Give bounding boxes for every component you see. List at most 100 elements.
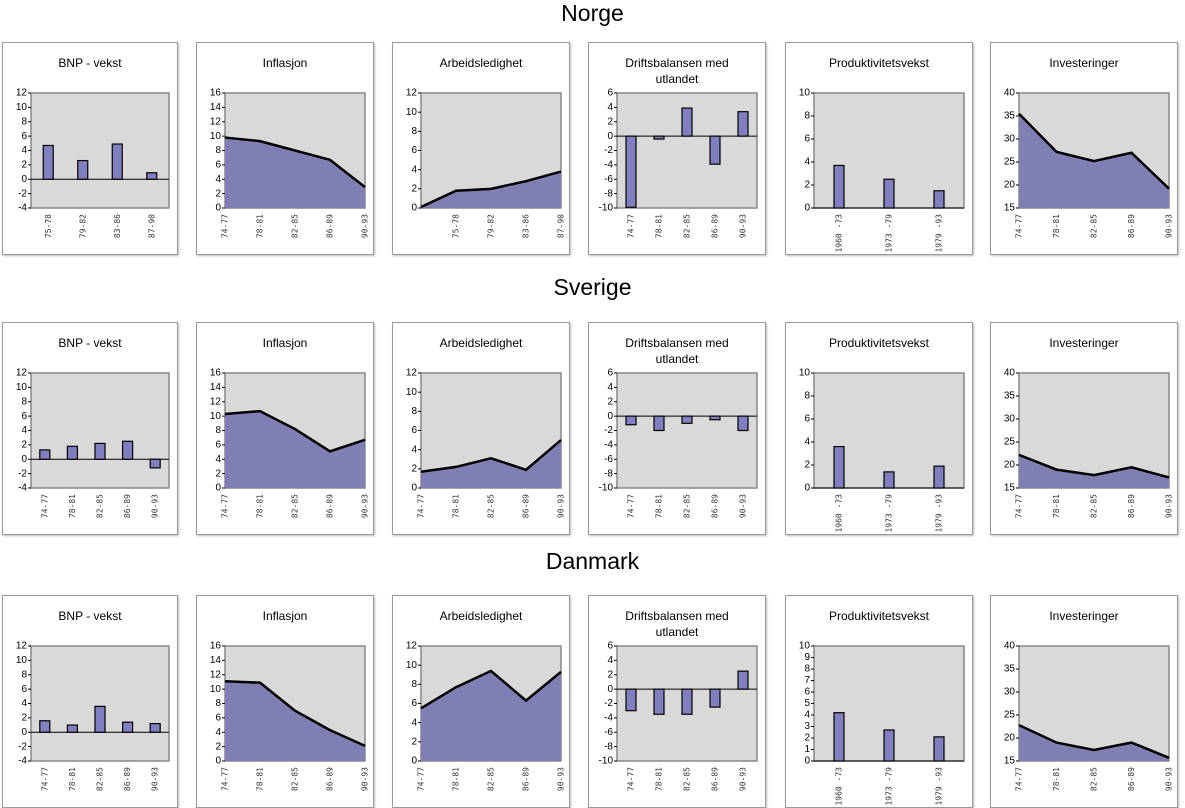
y-tick-label: 35 [1004,391,1016,402]
x-tick-label: 78-81 [68,494,77,518]
y-tick-label: 2 [411,463,417,474]
y-tick-label: 8 [215,425,221,436]
bar [833,164,845,209]
y-tick-label: -8 [604,468,613,479]
y-tick-label: 0 [804,483,810,494]
bar [653,415,665,432]
area [421,670,561,761]
x-tick-label: 82-85 [683,214,692,238]
y-tick-label: -4 [604,713,613,724]
y-tick-label: 35 [1004,111,1016,122]
y-tick-label: 8 [411,126,417,137]
y-tick-label: -10 [599,756,614,767]
y-tick-label: -4 [18,483,27,494]
bar [737,415,749,432]
line [1018,453,1170,479]
y-tick-label: 5 [804,698,810,709]
chart-title: Produktivitetsvekst [828,336,930,350]
plot-area [30,92,170,209]
y-tick-label: 3 [804,721,810,732]
chart: -4 -2 0 2 4 6 8 10 12 74-77 78-81 82-85 86-89 90-93 [16,641,170,791]
y-tick-label: 40 [1004,641,1016,652]
x-tick-label: 1960 -73 [835,767,844,806]
bar [933,465,945,489]
bar [121,440,134,460]
bar [111,143,123,180]
x-tick-label: 86-89 [123,494,132,518]
line [420,170,562,209]
y-tick-label: 10 [406,107,418,118]
y-tick-label: 6 [411,425,417,436]
chart-title: Produktivitetsvekst [828,56,930,70]
chart-title: Investeringer [1049,56,1119,70]
chart-title: BNP - vekst [58,609,122,623]
y-tick-label: 4 [411,164,417,175]
x-tick-label: 86-89 [522,494,531,518]
y-tick-label: 2 [215,468,221,479]
y-tick-label: 6 [21,131,27,142]
y-tick-label: 0 [411,756,417,767]
x-tick-label: 86-89 [711,214,720,238]
y-tick-label: 15 [1004,483,1016,494]
chart: 0 2 4 6 8 10 12 14 16 74-77 78-81 82-85 86-89 90-93 [210,368,370,518]
x-tick-label: 1979 -93 [935,767,944,806]
bar [833,712,845,762]
bar [146,172,158,180]
x-tick-label: 78-81 [655,767,664,791]
y-tick-label: 25 [1004,157,1016,168]
y-tick-label: 8 [215,145,221,156]
y-tick-label: 0 [215,483,221,494]
chart-panel: Arbeidsledighet 0 2 4 6 8 10 12 75-78 79-82 83-86 8… [392,42,570,255]
bar [39,449,51,460]
x-tick-label: 78-81 [655,214,664,238]
chart: 15 20 25 30 35 40 74-77 78-81 82-85 86-89 90-93 [1004,368,1174,518]
chart-title: Investeringer [1049,609,1119,623]
bar [94,442,106,460]
x-tick-label: 90-93 [361,214,370,238]
x-tick-label: 74-77 [1015,767,1024,791]
y-tick-label: 0 [607,131,613,142]
y-tick-label: -2 [18,741,27,752]
x-tick-label: 74-77 [40,494,49,518]
chart-panel: BNP - vekst -4 -2 0 2 4 6 8 10 12 74-77 78-81 82-85 8… [2,322,178,535]
y-tick-label: 15 [1004,203,1016,214]
chart: -4 -2 0 2 4 6 8 10 12 75-78 79-82 83-86 87-90 [16,88,170,238]
y-tick-label: 8 [804,664,810,675]
chart-title: BNP - vekst [58,336,122,350]
chart-panel: Driftsbalansen med utlandet -10 -8 -6 -4 -2 0 2… [588,322,766,535]
y-tick-label: -6 [604,174,613,185]
chart: 0 2 4 6 8 10 12 74-77 78-81 82-85 86-89 90-93 [406,641,566,791]
chart-title: Arbeidsledighet [439,609,523,623]
y-tick-label: 10 [16,382,28,393]
x-tick-label: 83-86 [522,214,531,238]
x-tick-label: 78-81 [655,494,664,518]
area [1019,454,1169,488]
chart-title: Produktivitetsvekst [828,609,930,623]
y-tick-label: 8 [215,698,221,709]
y-tick-label: 2 [607,396,613,407]
x-tick-label: 82-85 [1090,767,1099,791]
chart: -4 -2 0 2 4 6 8 10 12 74-77 78-81 82-85 86-89 90-93 [16,368,170,518]
x-tick-label: 74-77 [417,767,426,791]
chart: 0 2 4 6 8 10 1960 -73 1973 -79 1979 -93 [799,88,965,253]
y-tick-label: 10 [16,655,28,666]
y-tick-label: 6 [804,414,810,425]
y-tick-label: 6 [215,440,221,451]
chart-title: Investeringer [1049,336,1119,350]
y-tick-label: 0 [215,756,221,767]
y-tick-label: 2 [21,713,27,724]
y-tick-label: 40 [1004,368,1016,379]
y-tick-label: 4 [21,425,27,436]
y-tick-label: 4 [21,698,27,709]
y-tick-label: 12 [406,368,418,379]
bar [625,135,637,208]
bar [653,135,665,140]
y-tick-label: 20 [1004,180,1016,191]
y-tick-label: 2 [804,180,810,191]
y-tick-label: 0 [804,203,810,214]
bar [653,688,665,715]
x-tick-label: 1960 -73 [835,494,844,533]
x-tick-label: 75-78 [452,214,461,238]
bar [681,688,693,715]
x-tick-label: 82-85 [291,494,300,518]
